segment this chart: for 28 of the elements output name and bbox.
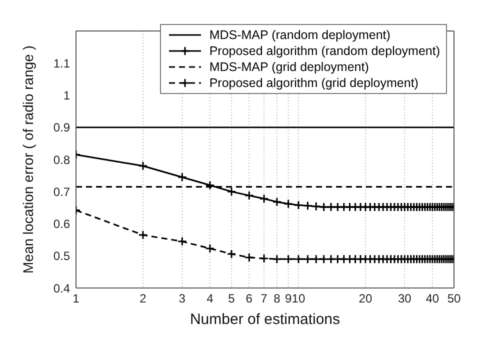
- x-tick-label: 4: [206, 292, 214, 306]
- y-tick-label: 0.7: [53, 184, 70, 199]
- y-tick-label: 1: [63, 88, 70, 103]
- x-tick-label: 3: [178, 292, 186, 306]
- y-axis-title: Mean location error ( of radio range ): [20, 46, 36, 274]
- legend-label: MDS-MAP (grid deployment): [209, 60, 369, 74]
- x-axis-title: Number of estimations: [190, 311, 340, 328]
- x-tick-label: 50: [447, 292, 461, 306]
- x-tick-label: 20: [358, 292, 372, 306]
- legend-label: Proposed algorithm (grid deployment): [209, 76, 418, 90]
- x-tick-label: 9: [284, 292, 292, 306]
- y-tick-label: 0.8: [53, 152, 70, 167]
- x-tick-label: 7: [260, 292, 268, 306]
- x-tick-label: 8: [274, 292, 281, 306]
- y-tick-label: 0.4: [53, 281, 70, 296]
- y-tick-label: 1.1: [53, 56, 70, 70]
- x-tick-label: 6: [246, 292, 253, 306]
- legend-label: MDS-MAP (random deployment): [209, 28, 390, 42]
- x-tick-label: 30: [398, 292, 412, 306]
- x-tick-label: 10: [292, 292, 306, 306]
- x-tick-label: 1: [72, 292, 80, 306]
- x-tick-label: 5: [228, 292, 236, 306]
- legend-label: Proposed algorithm (random deployment): [209, 44, 440, 58]
- y-tick-label: 0.6: [53, 217, 70, 232]
- y-tick-label: 0.9: [53, 120, 70, 135]
- y-tick-label: 0.5: [53, 249, 70, 264]
- x-tick-label: 40: [426, 292, 440, 306]
- x-tick-label: 2: [140, 292, 147, 306]
